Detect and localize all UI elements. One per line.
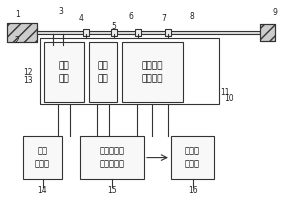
Text: 11: 11 [220, 88, 230, 97]
Text: 13: 13 [23, 76, 32, 85]
Text: 6: 6 [128, 12, 133, 21]
Text: 多路前置
放大电路: 多路前置 放大电路 [142, 61, 163, 83]
Text: 1: 1 [15, 10, 20, 19]
Text: 数据处
理系统: 数据处 理系统 [185, 147, 200, 168]
Text: 5: 5 [111, 22, 116, 31]
Bar [80, 136, 144, 179]
Circle shape [51, 45, 55, 48]
Text: 4: 4 [78, 14, 83, 23]
Text: 15: 15 [107, 186, 117, 195]
Text: 测速
电路: 测速 电路 [59, 61, 70, 83]
Bar [111, 29, 118, 36]
Text: 触发
电路: 触发 电路 [98, 61, 108, 83]
Text: 8: 8 [189, 12, 194, 21]
Text: 10: 10 [224, 94, 234, 103]
Text: 16: 16 [188, 186, 197, 195]
Bar [135, 29, 141, 36]
Text: 双通道瞬态
波形存储器: 双通道瞬态 波形存储器 [99, 147, 124, 168]
Bar [23, 136, 62, 179]
Bar [260, 24, 275, 41]
Bar [171, 136, 214, 179]
Bar [122, 42, 183, 102]
Bar [40, 38, 219, 104]
Bar [165, 29, 171, 36]
Bar [44, 42, 84, 102]
Bar [89, 42, 117, 102]
Text: 2: 2 [15, 36, 20, 45]
Bar [7, 23, 37, 42]
Bar [37, 31, 260, 34]
Circle shape [61, 45, 66, 48]
Text: 12: 12 [23, 68, 32, 77]
Bar [260, 24, 275, 41]
Bar [82, 29, 89, 36]
Bar [7, 23, 37, 42]
Text: 14: 14 [38, 186, 47, 195]
Text: 9: 9 [273, 8, 278, 17]
Text: 3: 3 [58, 7, 63, 16]
Text: 时间
间隔仳: 时间 间隔仳 [35, 147, 50, 168]
Text: 7: 7 [161, 14, 166, 23]
